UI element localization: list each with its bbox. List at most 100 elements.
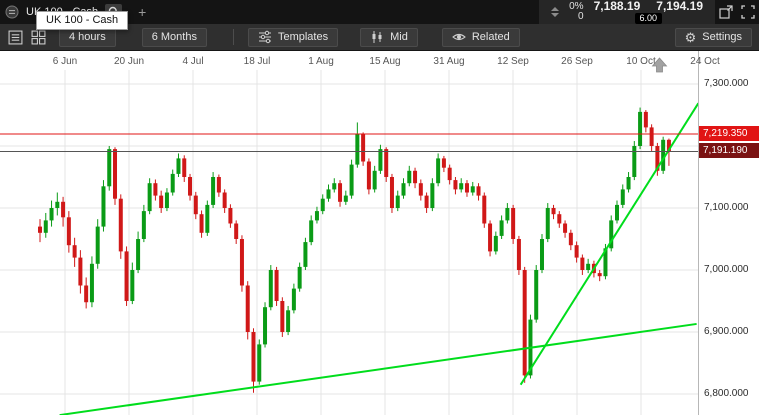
price-axis[interactable]: 7,300.000 7,100.000 7,000.000 6,900.000 6,80… <box>698 50 759 415</box>
candle <box>101 180 106 232</box>
chart-type-button[interactable] <box>5 27 25 47</box>
candle <box>522 266 527 383</box>
candle <box>78 250 83 294</box>
candle <box>384 147 389 182</box>
candle <box>372 165 377 193</box>
candle <box>615 200 619 224</box>
last-price-line-badge[interactable]: 7,191.190 <box>699 143 759 159</box>
candle <box>407 165 412 187</box>
candle <box>107 146 112 191</box>
candle <box>361 132 366 166</box>
x-axis-label: 31 Aug <box>433 56 465 67</box>
x-axis-label: 12 Sep <box>497 56 529 67</box>
candle <box>216 174 221 197</box>
candle <box>257 339 262 385</box>
add-tab-button[interactable]: + <box>138 4 147 20</box>
candle <box>563 220 568 238</box>
candle <box>493 231 498 255</box>
candle <box>118 194 123 259</box>
candle <box>343 190 348 205</box>
top-bar-right: 0% 0 7,188.19 7,194.19 6.00 <box>539 0 759 24</box>
candle <box>211 172 216 208</box>
scroll-to-latest-button[interactable] <box>651 57 668 78</box>
arrow-up-icon <box>651 57 668 73</box>
candle <box>436 153 441 187</box>
gear-icon: ⚙ <box>684 29 697 45</box>
trend-line[interactable] <box>519 102 699 386</box>
candle <box>511 204 516 244</box>
related-button[interactable]: Related <box>441 27 520 47</box>
chart-area[interactable]: 7,300.000 7,100.000 7,000.000 6,900.000 6,80… <box>0 50 759 415</box>
candle <box>430 178 435 212</box>
candle <box>464 180 469 197</box>
candle <box>320 194 325 215</box>
y-axis-label: 7,000.000 <box>704 264 749 275</box>
buy-price[interactable]: 7,194.19 <box>656 0 703 13</box>
candle <box>424 192 429 213</box>
popout-button[interactable] <box>715 1 737 23</box>
candle <box>649 124 654 151</box>
candle <box>453 177 458 195</box>
x-axis-label: 24 Oct <box>690 56 720 67</box>
y-axis-label: 7,300.000 <box>704 78 749 89</box>
x-axis-label: 1 Aug <box>308 56 334 67</box>
candle <box>251 328 256 393</box>
x-axis-label: 6 Jun <box>52 56 78 67</box>
instrument-handle-icon[interactable] <box>5 5 19 19</box>
layout-button[interactable] <box>28 27 48 47</box>
candle <box>95 219 100 269</box>
period-button[interactable]: 6 Months <box>141 27 207 47</box>
candle <box>545 203 550 243</box>
timeframe-button[interactable]: 4 hours <box>59 27 116 47</box>
instrument-tooltip: UK 100 - Cash <box>36 11 129 30</box>
candle <box>274 266 279 306</box>
candle <box>470 181 475 196</box>
candle <box>245 281 250 340</box>
candle <box>38 219 42 243</box>
candle <box>632 141 637 181</box>
candle <box>609 215 614 252</box>
candle <box>193 191 198 220</box>
candle <box>239 235 244 292</box>
resistance-line-badge[interactable]: 7,219.350 <box>699 126 759 141</box>
price-direction-arrows-icon <box>551 7 560 17</box>
candle <box>366 158 371 195</box>
fullscreen-button[interactable] <box>737 1 759 23</box>
candle <box>176 153 181 177</box>
sell-price[interactable]: 7,188.19 <box>593 0 641 13</box>
candle <box>297 262 302 292</box>
eye-icon <box>451 33 466 41</box>
change-points: 0 <box>578 11 584 22</box>
settings-label: Settings <box>702 31 742 43</box>
candle <box>332 178 337 193</box>
candle <box>303 237 308 270</box>
x-axis-label: 26 Sep <box>561 56 593 67</box>
candle <box>199 210 204 238</box>
y-axis-label: 6,800.000 <box>704 388 749 399</box>
templates-button[interactable]: Templates <box>247 27 339 47</box>
candle <box>626 172 631 193</box>
y-axis-label: 7,100.000 <box>704 202 749 213</box>
x-axis-label: 20 Jun <box>113 56 145 67</box>
dealing-prices: 7,188.19 7,194.19 6.00 <box>594 0 703 24</box>
fullscreen-icon <box>741 5 755 19</box>
x-axis-label: 4 Jul <box>182 56 204 67</box>
candlestick-plot[interactable] <box>0 50 699 415</box>
candle <box>113 147 118 205</box>
candle <box>188 173 193 201</box>
price-basis-button[interactable]: Mid <box>360 27 418 47</box>
candle <box>666 138 671 166</box>
candle <box>268 265 273 311</box>
candle <box>355 122 360 168</box>
candle <box>130 262 135 305</box>
candle <box>597 270 602 282</box>
trend-line[interactable] <box>59 322 697 415</box>
x-axis-label: 10 Oct <box>626 56 656 67</box>
candle <box>228 204 233 228</box>
candle <box>234 220 239 244</box>
candle <box>638 107 643 150</box>
candle <box>309 215 314 246</box>
candlestick-icon <box>372 31 382 43</box>
settings-button[interactable]: ⚙ Settings <box>674 27 752 47</box>
